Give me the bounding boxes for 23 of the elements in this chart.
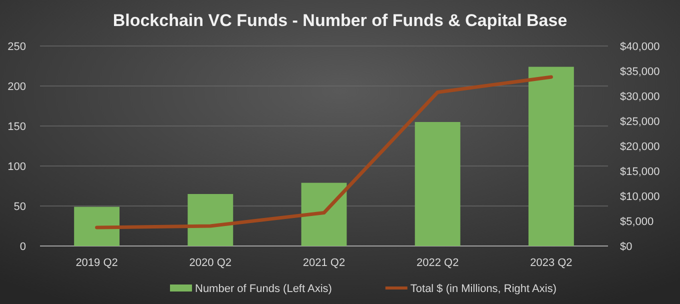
y2-tick-label: $0 bbox=[620, 241, 632, 253]
y-tick-label: 0 bbox=[20, 241, 26, 253]
x-tick-label: 2020 Q2 bbox=[189, 257, 232, 269]
y-tick-label: 50 bbox=[14, 201, 26, 213]
x-tick-label: 2023 Q2 bbox=[530, 257, 572, 269]
y-tick-label: 200 bbox=[8, 81, 26, 93]
legend-label: Number of Funds (Left Axis) bbox=[195, 283, 332, 295]
chart-title: Blockchain VC Funds - Number of Funds & Capital Base bbox=[112, 11, 568, 30]
x-tick-label: 2022 Q2 bbox=[416, 257, 459, 269]
y2-tick-label: $15,000 bbox=[620, 166, 660, 178]
x-tick-label: 2019 Q2 bbox=[76, 257, 118, 269]
y2-tick-label: $20,000 bbox=[620, 141, 660, 153]
y-tick-label: 250 bbox=[8, 41, 26, 53]
y-tick-label: 150 bbox=[8, 121, 26, 133]
y2-tick-label: $10,000 bbox=[620, 191, 660, 203]
y2-tick-label: $30,000 bbox=[620, 91, 660, 103]
y2-tick-label: $35,000 bbox=[620, 66, 660, 78]
legend-label: Total $ (in Millions, Right Axis) bbox=[410, 283, 557, 295]
y2-tick-label: $40,000 bbox=[620, 41, 660, 53]
x-tick-label: 2021 Q2 bbox=[302, 257, 346, 269]
y2-tick-label: $5,000 bbox=[620, 216, 654, 228]
y-tick-label: 100 bbox=[8, 161, 26, 173]
y2-tick-label: $25,000 bbox=[620, 116, 660, 128]
